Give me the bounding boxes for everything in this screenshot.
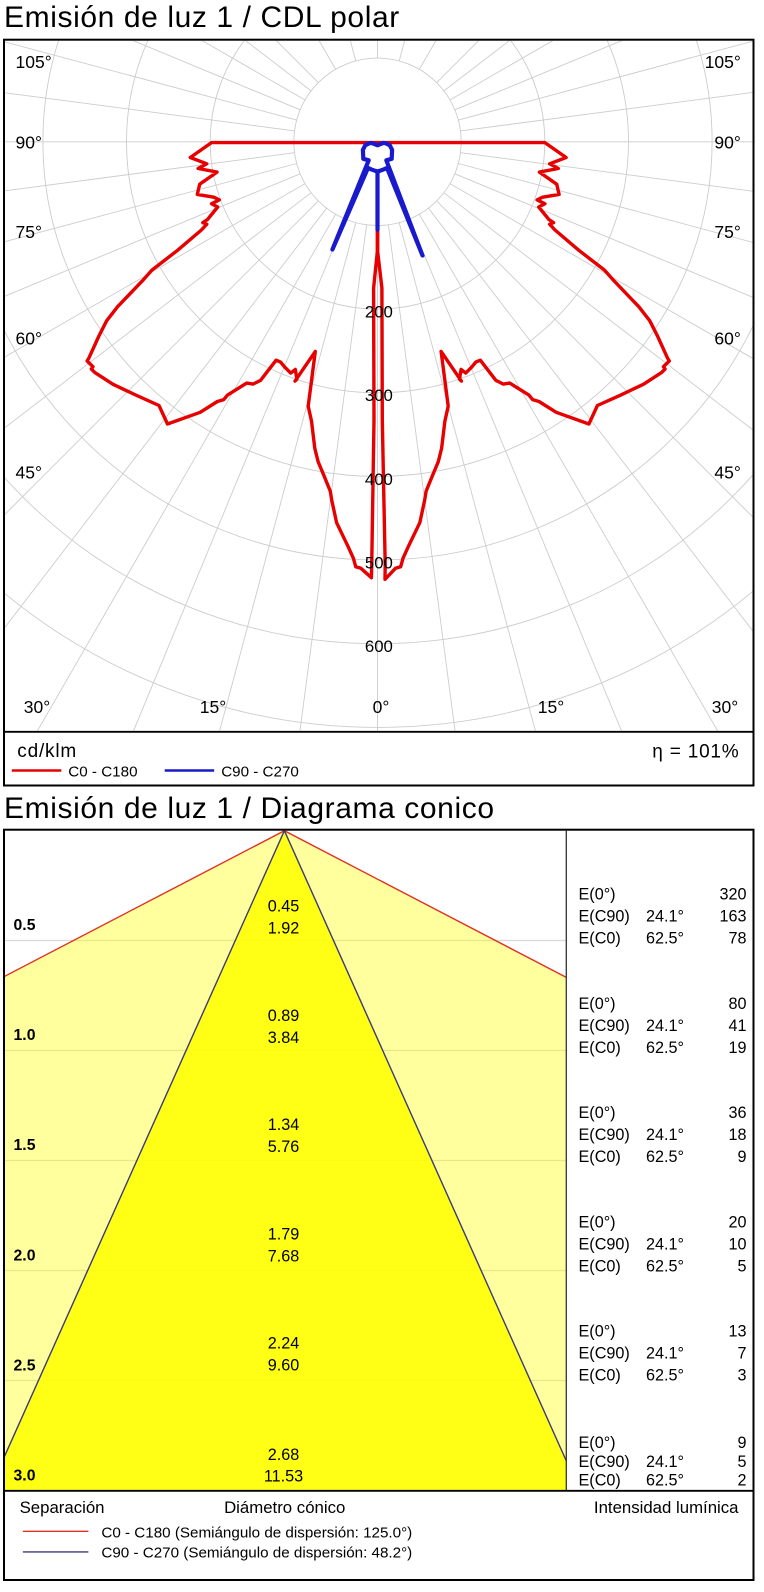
svg-text:5.76: 5.76 xyxy=(268,1138,300,1156)
svg-text:3: 3 xyxy=(737,1367,746,1385)
svg-text:0.5: 0.5 xyxy=(14,917,36,934)
svg-text:C90 - C270: C90 - C270 xyxy=(221,763,299,780)
svg-text:C0 - C180: C0 - C180 xyxy=(68,763,137,780)
svg-text:15°: 15° xyxy=(200,697,226,717)
svg-text:E(C90): E(C90) xyxy=(579,1345,630,1363)
svg-text:E(C0): E(C0) xyxy=(579,1257,621,1275)
svg-text:45°: 45° xyxy=(16,463,42,483)
svg-text:75°: 75° xyxy=(16,222,42,242)
svg-text:320: 320 xyxy=(719,886,746,904)
svg-text:E(C90): E(C90) xyxy=(579,1017,630,1035)
svg-text:3.84: 3.84 xyxy=(268,1029,300,1047)
svg-text:24.1°: 24.1° xyxy=(646,1126,684,1144)
svg-text:300: 300 xyxy=(365,386,393,405)
svg-text:62.5°: 62.5° xyxy=(646,930,684,948)
svg-text:2.5: 2.5 xyxy=(14,1357,36,1374)
svg-text:E(0°): E(0°) xyxy=(579,886,616,904)
svg-text:9: 9 xyxy=(737,1434,746,1452)
svg-text:E(C90): E(C90) xyxy=(579,908,630,926)
svg-text:0.45: 0.45 xyxy=(268,898,300,916)
svg-text:1.92: 1.92 xyxy=(268,920,300,938)
svg-text:200: 200 xyxy=(365,303,393,322)
svg-text:2.0: 2.0 xyxy=(14,1247,36,1264)
svg-text:Emisión de luz 1 / Diagrama co: Emisión de luz 1 / Diagrama conico xyxy=(4,792,495,825)
svg-text:80: 80 xyxy=(728,995,746,1013)
svg-text:cd/klm: cd/klm xyxy=(17,741,77,762)
svg-text:Intensidad lumínica: Intensidad lumínica xyxy=(594,1498,739,1517)
svg-text:62.5°: 62.5° xyxy=(646,1367,684,1385)
svg-text:E(0°): E(0°) xyxy=(579,1434,616,1452)
svg-text:3.0: 3.0 xyxy=(14,1467,36,1484)
svg-text:24.1°: 24.1° xyxy=(646,1017,684,1035)
svg-text:75°: 75° xyxy=(714,222,740,242)
svg-text:E(0°): E(0°) xyxy=(579,1213,616,1231)
svg-text:24.1°: 24.1° xyxy=(646,1345,684,1363)
svg-text:24.1°: 24.1° xyxy=(646,1235,684,1253)
svg-text:90°: 90° xyxy=(16,133,42,153)
svg-text:Emisión de luz 1 / CDL polar: Emisión de luz 1 / CDL polar xyxy=(4,1,400,34)
svg-text:105°: 105° xyxy=(16,52,52,72)
svg-text:1.5: 1.5 xyxy=(14,1137,36,1154)
svg-text:30°: 30° xyxy=(24,697,50,717)
svg-text:E(C90): E(C90) xyxy=(579,1126,630,1144)
svg-text:E(C90): E(C90) xyxy=(579,1235,630,1253)
svg-text:9: 9 xyxy=(737,1148,746,1166)
svg-text:2.68: 2.68 xyxy=(268,1446,300,1464)
svg-text:62.5°: 62.5° xyxy=(646,1257,684,1275)
svg-text:78: 78 xyxy=(728,930,746,948)
svg-text:11.53: 11.53 xyxy=(264,1467,303,1485)
svg-text:2: 2 xyxy=(737,1472,746,1490)
svg-text:163: 163 xyxy=(719,908,746,926)
svg-text:C0 - C180 (Semiángulo de dispe: C0 - C180 (Semiángulo de dispersión: 125… xyxy=(101,1525,412,1542)
svg-text:20: 20 xyxy=(728,1213,746,1231)
svg-text:E(0°): E(0°) xyxy=(579,995,616,1013)
svg-text:E(C0): E(C0) xyxy=(579,1472,621,1490)
svg-text:500: 500 xyxy=(365,553,393,572)
svg-text:E(C90): E(C90) xyxy=(579,1453,630,1471)
svg-text:30°: 30° xyxy=(712,697,738,717)
svg-text:E(C0): E(C0) xyxy=(579,1367,621,1385)
svg-text:7: 7 xyxy=(737,1345,746,1363)
svg-text:0.89: 0.89 xyxy=(268,1007,300,1025)
svg-text:400: 400 xyxy=(365,470,393,489)
svg-text:15°: 15° xyxy=(538,697,564,717)
svg-text:1.79: 1.79 xyxy=(268,1225,300,1243)
svg-text:105°: 105° xyxy=(705,52,741,72)
svg-text:90°: 90° xyxy=(714,133,740,153)
svg-text:E(0°): E(0°) xyxy=(579,1323,616,1341)
svg-text:62.5°: 62.5° xyxy=(646,1472,684,1490)
svg-text:Separación: Separación xyxy=(20,1498,105,1517)
svg-text:36: 36 xyxy=(728,1104,746,1122)
svg-text:5: 5 xyxy=(737,1257,746,1275)
svg-text:19: 19 xyxy=(728,1039,746,1057)
svg-text:18: 18 xyxy=(728,1126,746,1144)
svg-text:5: 5 xyxy=(737,1453,746,1471)
svg-text:41: 41 xyxy=(728,1017,746,1035)
svg-text:45°: 45° xyxy=(714,463,740,483)
svg-text:E(C0): E(C0) xyxy=(579,1148,621,1166)
svg-text:7.68: 7.68 xyxy=(268,1247,300,1265)
svg-text:E(C0): E(C0) xyxy=(579,1039,621,1057)
svg-text:1.0: 1.0 xyxy=(14,1027,36,1044)
svg-text:η = 101%: η = 101% xyxy=(652,741,739,762)
svg-text:24.1°: 24.1° xyxy=(646,908,684,926)
svg-text:10: 10 xyxy=(728,1235,746,1253)
svg-text:Diámetro cónico: Diámetro cónico xyxy=(224,1498,345,1517)
svg-text:9.60: 9.60 xyxy=(268,1357,300,1375)
svg-text:60°: 60° xyxy=(714,329,740,349)
svg-text:2.24: 2.24 xyxy=(268,1335,300,1353)
svg-text:62.5°: 62.5° xyxy=(646,1039,684,1057)
svg-text:0°: 0° xyxy=(373,697,390,717)
svg-text:E(0°): E(0°) xyxy=(579,1104,616,1122)
svg-text:C90 - C270 (Semiángulo de disp: C90 - C270 (Semiángulo de dispersión: 48… xyxy=(101,1545,412,1562)
svg-text:24.1°: 24.1° xyxy=(646,1453,684,1471)
svg-text:600: 600 xyxy=(365,637,393,656)
svg-text:13: 13 xyxy=(728,1323,746,1341)
svg-text:E(C0): E(C0) xyxy=(579,930,621,948)
svg-text:1.34: 1.34 xyxy=(268,1116,300,1134)
svg-text:62.5°: 62.5° xyxy=(646,1148,684,1166)
svg-text:60°: 60° xyxy=(16,329,42,349)
